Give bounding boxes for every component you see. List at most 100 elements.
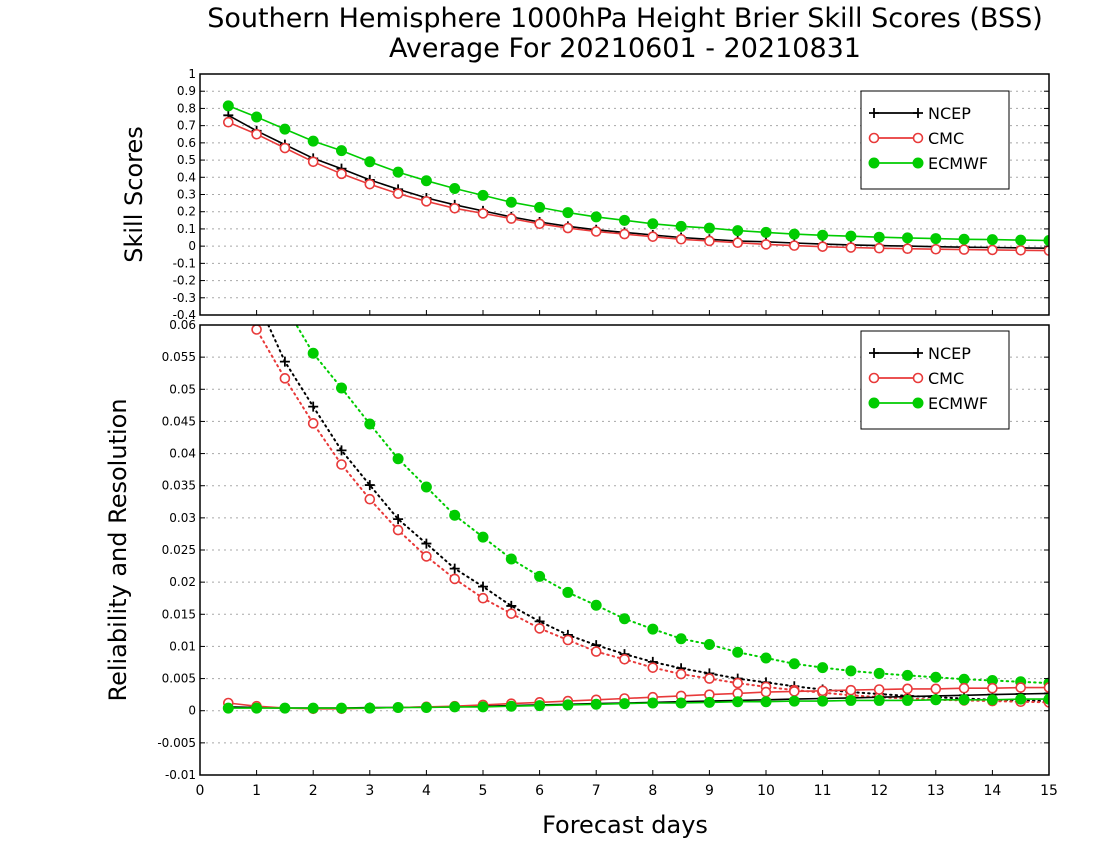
y-tick-label: 0.6 xyxy=(177,136,196,150)
cmc-resolution-point xyxy=(307,418,319,429)
x-tick-label: 2 xyxy=(309,783,318,799)
cmc-point xyxy=(223,116,234,128)
cmc-reliability-point xyxy=(845,684,857,696)
ecmwf-reliability-point xyxy=(930,694,942,706)
ecmwf-resolution-point xyxy=(703,639,715,650)
cmc-point xyxy=(732,237,744,248)
ecmwf-reliability-point xyxy=(534,700,546,712)
ecmwf-reliability-point xyxy=(845,694,857,706)
legend-box xyxy=(860,90,1010,190)
ecmwf-point xyxy=(477,189,489,201)
ecmwf-reliability-point xyxy=(222,702,234,714)
legend-box xyxy=(860,330,1010,430)
cmc-resolution-point xyxy=(505,608,517,619)
x-axis-ticks: 0 1 2 3 4 5 6 7 8 9 10 11 12 13 14 15 xyxy=(196,783,1058,799)
cmc-point xyxy=(958,244,970,255)
ecmwf-point xyxy=(222,100,234,112)
ecmwf-resolution-point xyxy=(760,652,772,664)
ecmwf-reliability-point xyxy=(619,698,630,710)
skill-y-axis-label: Skill Scores xyxy=(120,126,148,263)
ecmwf-reliability-point xyxy=(279,702,291,714)
y-tick-label: 0.015 xyxy=(162,607,196,621)
legend-label-cmc: CMC xyxy=(928,369,964,388)
cmc-resolution-point xyxy=(279,373,291,384)
skill-y-ticks: 1 0.9 0.8 0.7 0.6 0.5 0.4 0.3 0.2 0.1 0 -0.1 -0.2 -0.… xyxy=(173,67,1050,322)
cmc-resolution-point xyxy=(562,634,574,646)
ecmwf-resolution-point xyxy=(817,662,829,674)
y-tick-label: 0.05 xyxy=(169,382,196,396)
y-tick-label: 0.01 xyxy=(169,639,196,653)
x-tick-label: 8 xyxy=(648,783,657,799)
chart-title: Southern Hemisphere 1000hPa Height Brier… xyxy=(207,3,1043,34)
ecmwf-resolution-point xyxy=(420,481,432,493)
ecmwf-resolution-point xyxy=(534,570,546,582)
ecmwf-point xyxy=(647,218,659,230)
cmc-resolution-point xyxy=(449,573,461,585)
ecmwf-reliability-point xyxy=(449,701,461,713)
relres-y-ticks: 0.06 0.055 0.05 0.045 0.04 0.035 0.03 0.025 0.02… xyxy=(157,318,1050,782)
legend-marker xyxy=(868,397,880,409)
y-tick-label: 0.03 xyxy=(169,511,196,525)
cmc-point xyxy=(788,240,800,251)
ecmwf-point xyxy=(958,233,970,245)
legend-marker xyxy=(868,132,880,144)
ecmwf-resolution-point xyxy=(619,613,630,625)
y-tick-label: 0.9 xyxy=(177,84,196,98)
ecmwf-resolution-point xyxy=(280,301,290,311)
y-tick-label: -0.4 xyxy=(173,308,196,322)
cmc-point xyxy=(845,242,857,253)
cmc-resolution-point xyxy=(647,662,659,673)
cmc-point xyxy=(1043,245,1049,256)
ecmwf-reliability-point xyxy=(307,702,319,714)
ecmwf-point xyxy=(562,207,574,219)
cmc-reliability-point xyxy=(987,682,998,694)
ecmwf-reliability-point xyxy=(590,698,602,710)
ecmwf-point xyxy=(251,111,263,123)
y-tick-label: -0.3 xyxy=(173,291,196,305)
cmc-resolution-line xyxy=(253,325,1049,704)
legend-marker xyxy=(869,108,879,118)
ecmwf-point xyxy=(307,135,319,147)
ncep-resolution-point xyxy=(252,294,262,304)
ecmwf-reliability-point xyxy=(364,702,376,714)
cmc-point xyxy=(760,239,772,250)
cmc-reliability-point xyxy=(760,686,772,698)
ecmwf-resolution-point xyxy=(223,159,233,169)
y-tick-label: 0.3 xyxy=(177,188,196,202)
ecmwf-reliability-point xyxy=(873,694,885,706)
cmc-series xyxy=(223,116,1049,256)
ecmwf-reliability-point xyxy=(732,696,744,708)
x-tick-label: 12 xyxy=(870,783,888,799)
y-tick-label: 0.055 xyxy=(162,350,196,364)
legend-label-ecmwf: ECMWF xyxy=(928,154,988,173)
x-tick-label: 1 xyxy=(252,783,261,799)
legend-marker xyxy=(912,372,924,384)
ecmwf-resolution-point xyxy=(364,418,376,430)
cmc-resolution-point xyxy=(251,325,262,335)
cmc-point xyxy=(902,243,913,255)
cmc-reliability-point xyxy=(873,684,885,695)
ecmwf-point xyxy=(845,230,857,242)
ecmwf-point xyxy=(364,156,376,168)
ecmwf-point xyxy=(788,228,800,240)
legend-label-ncep: NCEP xyxy=(928,344,971,363)
ecmwf-resolution-point xyxy=(845,665,857,677)
cmc-reliability-point xyxy=(1015,682,1027,693)
ecmwf-point xyxy=(675,220,687,232)
relres-legend: NCEP CMC ECMWF xyxy=(860,330,1010,430)
ecmwf-resolution-point xyxy=(307,347,319,359)
cmc-reliability-point xyxy=(788,686,800,697)
ecmwf-reliability-point xyxy=(817,695,829,707)
cmc-point xyxy=(534,218,545,230)
ecmwf-point xyxy=(817,229,829,241)
ecmwf-resolution-point xyxy=(562,586,574,598)
cmc-point xyxy=(930,243,942,255)
x-tick-label: 11 xyxy=(814,783,832,799)
y-tick-label: -0.2 xyxy=(173,274,196,288)
cmc-point xyxy=(619,228,630,240)
ncep-reliability-point xyxy=(1044,688,1049,699)
ecmwf-resolution-point xyxy=(732,646,744,658)
x-tick-label: 10 xyxy=(757,783,775,799)
legend-label-cmc: CMC xyxy=(928,129,964,148)
y-tick-label: 0.7 xyxy=(177,119,196,133)
